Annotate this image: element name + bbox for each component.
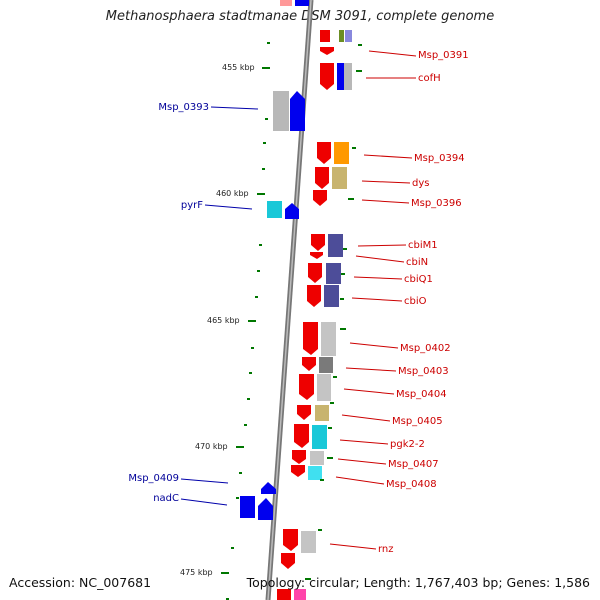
gene-arrow[interactable] — [283, 529, 298, 551]
gene-arrow[interactable] — [307, 285, 321, 307]
gene-label[interactable]: dys — [412, 178, 429, 189]
gene-arrow[interactable] — [315, 167, 329, 189]
gene-label[interactable]: Msp_0404 — [396, 389, 447, 400]
forward-leaders — [180, 106, 259, 506]
gene-label[interactable]: nadC — [153, 493, 179, 504]
cog-block-cyan — [267, 201, 282, 218]
gene-arrow[interactable] — [320, 63, 334, 90]
partial-gene-red — [320, 30, 330, 42]
tick-label: 475 kbp — [180, 568, 213, 577]
cog-block-grey — [317, 374, 331, 401]
cog-block-khaki — [315, 405, 329, 421]
gene-arrow[interactable] — [299, 374, 314, 400]
gene-label[interactable]: rnz — [378, 544, 394, 555]
gene-label[interactable]: pgk2-2 — [390, 439, 425, 450]
partial-cog-olive — [339, 30, 344, 42]
gene-arrow[interactable] — [290, 91, 305, 131]
genome-backbone-highlight — [267, 0, 312, 600]
gene-label[interactable]: Msp_0402 — [400, 343, 451, 354]
tick-label: 455 kbp — [222, 63, 255, 72]
gene-arrow[interactable] — [320, 47, 334, 55]
cog-block-cyan — [312, 425, 327, 449]
partial-gene-bottom-pink — [294, 589, 306, 600]
forward-labels: Msp_0393 pyrF Msp_0409 nadC — [128, 102, 209, 504]
reverse-genes — [277, 47, 352, 600]
cog-block-khaki — [332, 167, 347, 189]
cog-block-grey — [273, 91, 289, 131]
tick-labels: 455 kbp 460 kbp 465 kbp 470 kbp 475 kbp — [180, 63, 255, 577]
gene-label[interactable]: Msp_0407 — [388, 459, 439, 470]
gene-arrow[interactable] — [302, 357, 316, 371]
gene-arrow[interactable] — [292, 450, 306, 464]
gene-arrow[interactable] — [258, 498, 273, 520]
reverse-leaders — [329, 50, 417, 550]
gene-arrow[interactable] — [297, 405, 311, 420]
gene-arrow[interactable] — [303, 322, 318, 355]
partial-gene-top-forward — [295, 0, 309, 6]
cog-block-slate — [326, 263, 341, 284]
gene-arrow[interactable] — [261, 482, 276, 494]
cog-block-cyan — [308, 466, 322, 480]
tick-label: 460 kbp — [216, 189, 249, 198]
gene-label[interactable]: cbiN — [406, 257, 428, 268]
tick-label: 465 kbp — [207, 316, 240, 325]
map-title: Methanosphaera stadtmanae DSM 3091, comp… — [105, 9, 495, 24]
gene-label[interactable]: Msp_0396 — [411, 198, 462, 209]
gene-label[interactable]: cbiO — [404, 296, 427, 307]
tick-label: 470 kbp — [195, 442, 228, 451]
cog-block-blue — [337, 63, 344, 90]
gene-arrow[interactable] — [311, 234, 325, 251]
accession-label: Accession: NC_007681 — [9, 575, 152, 590]
gene-arrow[interactable] — [317, 142, 331, 164]
gene-label[interactable]: pyrF — [181, 200, 203, 211]
gene-label[interactable]: Msp_0409 — [128, 473, 179, 484]
gene-arrow[interactable] — [313, 190, 327, 206]
gene-arrow[interactable] — [281, 553, 295, 569]
cog-block-orange — [334, 142, 349, 164]
gene-label[interactable]: cbiM1 — [408, 240, 438, 251]
gene-label[interactable]: Msp_0408 — [386, 479, 437, 490]
cog-block-darkgrey — [319, 357, 333, 373]
cog-block-grey — [321, 322, 336, 356]
gene-arrow[interactable] — [310, 252, 323, 259]
scale-ticks — [221, 42, 362, 600]
gene-arrow[interactable] — [308, 263, 322, 283]
gene-arrow[interactable] — [294, 424, 309, 448]
cog-block-grey — [344, 63, 352, 90]
gene-label[interactable]: Msp_0403 — [398, 366, 449, 377]
cog-block-grey — [301, 531, 316, 553]
partial-gene-bottom — [277, 589, 291, 600]
gene-label[interactable]: Msp_0394 — [414, 153, 465, 164]
forward-genes — [240, 91, 305, 520]
cog-block-slate — [328, 234, 343, 257]
cog-block-slate — [324, 285, 339, 307]
gene-block[interactable] — [240, 496, 255, 518]
cog-block-grey — [310, 451, 324, 465]
reverse-labels: Msp_0391 cofH Msp_0394 dys Msp_0396 cbiM… — [378, 50, 469, 555]
partial-cog-lilac — [345, 30, 352, 42]
gene-label[interactable]: Msp_0391 — [418, 50, 469, 61]
gene-label[interactable]: Msp_0405 — [392, 416, 443, 427]
partial-gene-top — [280, 0, 292, 6]
gene-label[interactable]: Msp_0393 — [158, 102, 209, 113]
topology-label: Topology: circular; Length: 1,767,403 bp… — [246, 575, 590, 590]
gene-arrow[interactable] — [285, 203, 299, 219]
gene-arrow[interactable] — [291, 465, 305, 477]
gene-label[interactable]: cbiQ1 — [404, 274, 433, 285]
gene-label[interactable]: cofH — [418, 73, 441, 84]
